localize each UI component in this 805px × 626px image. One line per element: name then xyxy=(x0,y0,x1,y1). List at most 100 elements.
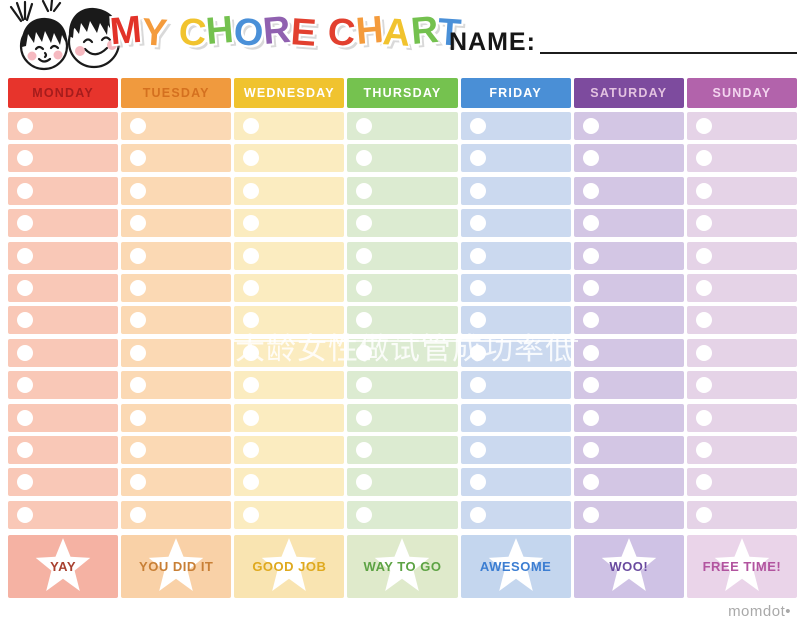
check-circle-icon xyxy=(582,247,599,264)
check-circle-icon xyxy=(243,118,260,134)
chore-cell xyxy=(347,112,458,140)
star-icon xyxy=(488,538,543,592)
chore-cell xyxy=(686,306,797,335)
check-circle-icon xyxy=(695,118,712,134)
day-column-monday: MONDAY YAY xyxy=(8,78,119,598)
check-circle-icon xyxy=(469,474,486,491)
day-header-friday: FRIDAY xyxy=(460,78,571,108)
star-icon xyxy=(148,538,204,592)
chore-cell xyxy=(234,468,345,497)
chore-cell xyxy=(573,371,684,400)
chore-cell xyxy=(234,338,345,367)
check-circle-icon xyxy=(469,506,486,523)
chore-cell xyxy=(460,112,571,140)
reward-footer: AWESOME xyxy=(460,534,571,598)
chore-rows xyxy=(347,112,458,529)
title-letter: Y xyxy=(140,11,169,55)
chore-cell xyxy=(234,306,345,335)
check-circle-icon xyxy=(17,279,33,296)
chore-cell xyxy=(686,241,797,270)
check-circle-icon xyxy=(356,506,373,523)
chore-cell xyxy=(573,468,684,497)
check-circle-icon xyxy=(243,247,260,264)
chore-cell xyxy=(347,209,458,238)
check-circle-icon xyxy=(243,279,260,296)
chore-rows xyxy=(573,112,684,529)
chore-cell xyxy=(460,371,571,400)
chore-cell xyxy=(460,403,571,432)
chore-cell xyxy=(347,371,458,400)
check-circle-icon xyxy=(695,150,712,167)
chore-cell xyxy=(8,176,119,205)
chore-cell xyxy=(573,403,684,432)
chore-cell xyxy=(686,209,797,238)
day-column-wednesday: WEDNESDAY GOOD JOB xyxy=(234,78,345,598)
check-circle-icon xyxy=(356,279,373,296)
check-circle-icon xyxy=(130,118,147,134)
chore-cell xyxy=(121,176,232,205)
chore-cell xyxy=(347,338,458,367)
chore-cell xyxy=(8,500,119,529)
chore-cell xyxy=(347,468,458,497)
chore-cell xyxy=(234,403,345,432)
check-circle-icon xyxy=(243,506,260,523)
check-circle-icon xyxy=(469,312,486,329)
check-circle-icon xyxy=(243,474,260,491)
check-circle-icon xyxy=(130,441,147,458)
chore-cell xyxy=(686,371,797,400)
check-circle-icon xyxy=(17,441,33,458)
check-circle-icon xyxy=(356,150,373,167)
chore-cell xyxy=(121,112,232,140)
chore-rows xyxy=(460,112,571,529)
star-icon xyxy=(714,538,770,592)
day-column-sunday: SUNDAY FREE TIME! xyxy=(686,78,797,598)
check-circle-icon xyxy=(130,474,147,491)
chore-cell xyxy=(686,176,797,205)
check-circle-icon xyxy=(356,344,373,361)
title-letter: H xyxy=(353,8,385,54)
check-circle-icon xyxy=(356,118,373,134)
chore-cell xyxy=(121,209,232,238)
check-circle-icon xyxy=(582,312,599,329)
chore-cell xyxy=(686,500,797,529)
check-circle-icon xyxy=(130,312,147,329)
chore-cell xyxy=(573,241,684,270)
week-grid: MONDAY YAY TUESDAY YOU DID IT WEDNESDAY GOOD … xyxy=(8,78,797,598)
check-circle-icon xyxy=(695,279,712,296)
check-circle-icon xyxy=(130,247,147,264)
check-circle-icon xyxy=(469,441,486,458)
reward-footer: YAY xyxy=(8,534,119,598)
chore-cell xyxy=(234,144,345,173)
chore-cell xyxy=(573,176,684,205)
momdot-watermark: momdot• xyxy=(728,603,791,620)
check-circle-icon xyxy=(356,182,373,199)
star-icon xyxy=(262,538,317,592)
chore-cell xyxy=(347,306,458,335)
name-label: NAME: xyxy=(449,28,536,56)
chore-cell xyxy=(573,435,684,464)
chore-cell xyxy=(234,371,345,400)
check-circle-icon xyxy=(243,150,260,167)
check-circle-icon xyxy=(695,441,712,458)
chore-cell xyxy=(8,112,119,140)
chore-cell xyxy=(8,435,119,464)
check-circle-icon xyxy=(356,377,373,394)
chore-cell xyxy=(121,403,232,432)
title-letter: R xyxy=(408,8,440,54)
check-circle-icon xyxy=(130,279,147,296)
title-letter: C xyxy=(177,11,208,55)
check-circle-icon xyxy=(243,312,260,329)
chore-cell xyxy=(573,338,684,367)
chore-cell xyxy=(8,403,119,432)
check-circle-icon xyxy=(130,409,147,426)
chore-cell xyxy=(573,209,684,238)
chore-cell xyxy=(121,273,232,302)
day-header-sunday: SUNDAY xyxy=(686,78,797,108)
chore-cell xyxy=(347,273,458,302)
check-circle-icon xyxy=(130,215,147,232)
chore-cell xyxy=(573,144,684,173)
check-circle-icon xyxy=(582,150,599,167)
chore-cell xyxy=(8,306,119,335)
check-circle-icon xyxy=(469,377,486,394)
